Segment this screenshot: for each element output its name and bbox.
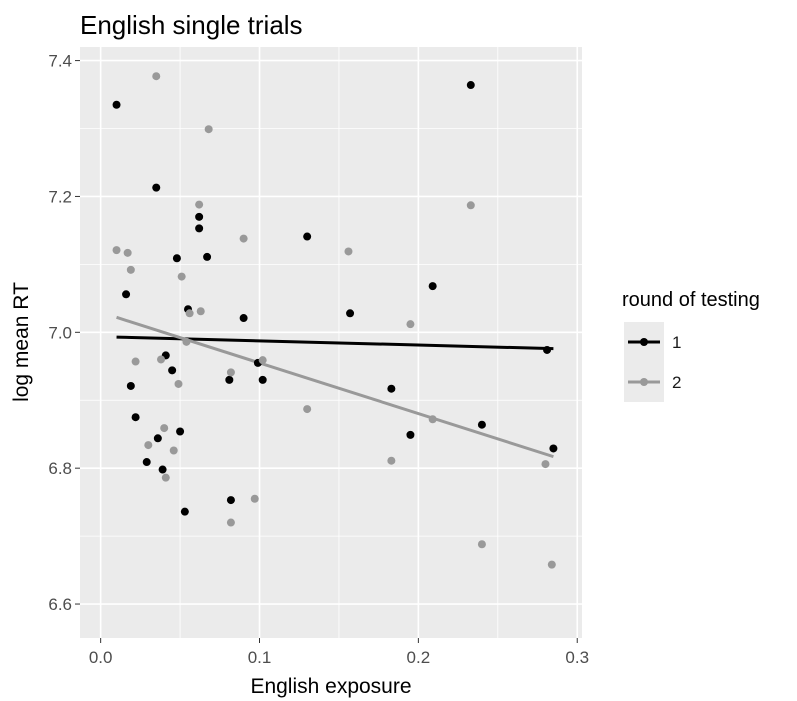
data-point-series-1 [172, 254, 181, 263]
data-point-series-1 [152, 183, 161, 192]
x-tick-label: 0.2 [407, 648, 431, 667]
data-point-series-2 [239, 234, 248, 243]
data-point-series-2 [123, 248, 132, 257]
data-point-series-1 [239, 314, 248, 323]
data-point-series-2 [160, 424, 169, 433]
data-point-series-1 [180, 507, 189, 516]
data-point-series-2 [195, 200, 204, 209]
data-point-series-2 [226, 518, 235, 527]
y-tick-label: 7.2 [48, 187, 72, 206]
data-point-series-1 [303, 232, 312, 241]
legend-title: round of testing [622, 289, 760, 311]
grid-major [80, 47, 582, 638]
data-point-series-2 [144, 441, 153, 450]
data-point-series-1 [466, 81, 475, 90]
data-point-series-1 [126, 381, 135, 390]
legend-label: 1 [672, 333, 681, 352]
data-point-series-2 [112, 246, 121, 255]
data-points [112, 72, 558, 569]
data-point-series-1 [477, 420, 486, 429]
x-axis-title: English exposure [250, 675, 411, 698]
data-point-series-1 [387, 384, 396, 393]
data-point-series-2 [204, 125, 213, 134]
data-point-series-1 [258, 375, 267, 384]
legend-key-point [640, 378, 648, 386]
data-point-series-2 [428, 415, 437, 424]
data-point-series-2 [226, 368, 235, 377]
data-point-series-1 [142, 458, 151, 467]
y-tick-label: 6.6 [48, 595, 72, 614]
data-point-series-1 [195, 212, 204, 221]
data-point-series-1 [225, 375, 234, 384]
legend-label: 2 [672, 373, 681, 392]
data-point-series-1 [153, 434, 162, 443]
y-axis-ticks: 6.6 6.8 7.0 7.2 7.4 [48, 52, 80, 614]
data-point-series-2 [161, 473, 170, 482]
chart-title: English single trials [80, 10, 303, 40]
y-tick-label: 6.8 [48, 459, 72, 478]
trend-line-series-1 [116, 335, 554, 351]
data-point-series-1 [195, 224, 204, 233]
data-point-series-2 [303, 405, 312, 414]
y-axis-title: log mean RT [10, 282, 33, 402]
data-point-series-1 [131, 413, 140, 422]
x-tick-label: 0.3 [565, 648, 589, 667]
x-axis-ticks: 0.0 0.1 0.2 0.3 [89, 638, 589, 667]
y-tick-label: 7.0 [48, 323, 72, 342]
data-point-series-1 [226, 496, 235, 505]
y-tick-label: 7.4 [48, 52, 72, 71]
data-point-series-1 [549, 444, 558, 453]
data-point-series-2 [174, 379, 183, 388]
x-tick-label: 0.1 [248, 648, 272, 667]
data-point-series-2 [387, 456, 396, 465]
data-point-series-1 [158, 465, 167, 474]
data-point-series-1 [428, 282, 437, 291]
data-point-series-2 [541, 460, 550, 469]
data-point-series-1 [168, 366, 177, 375]
data-point-series-2 [477, 540, 486, 549]
data-point-series-2 [157, 355, 166, 364]
data-point-series-1 [543, 345, 552, 354]
data-point-series-1 [406, 430, 415, 439]
data-point-series-2 [258, 356, 267, 365]
data-point-series-2 [250, 494, 259, 503]
data-point-series-2 [547, 560, 556, 569]
legend-key-point [640, 338, 648, 346]
data-point-series-2 [131, 357, 140, 366]
data-point-series-2 [466, 201, 475, 210]
data-point-series-1 [346, 309, 355, 318]
legend: 12 [624, 322, 681, 402]
data-point-series-2 [169, 446, 178, 455]
data-point-series-2 [126, 265, 135, 274]
data-point-series-2 [344, 247, 353, 256]
data-point-series-1 [122, 290, 131, 299]
data-point-series-2 [406, 320, 415, 329]
data-point-series-2 [185, 309, 194, 318]
data-point-series-2 [152, 72, 161, 81]
data-point-series-2 [196, 307, 205, 316]
x-tick-label: 0.0 [89, 648, 113, 667]
data-point-series-2 [177, 272, 186, 281]
data-point-series-2 [182, 337, 191, 346]
data-point-series-1 [176, 427, 185, 436]
data-point-series-1 [112, 100, 121, 109]
data-point-series-1 [203, 252, 212, 261]
